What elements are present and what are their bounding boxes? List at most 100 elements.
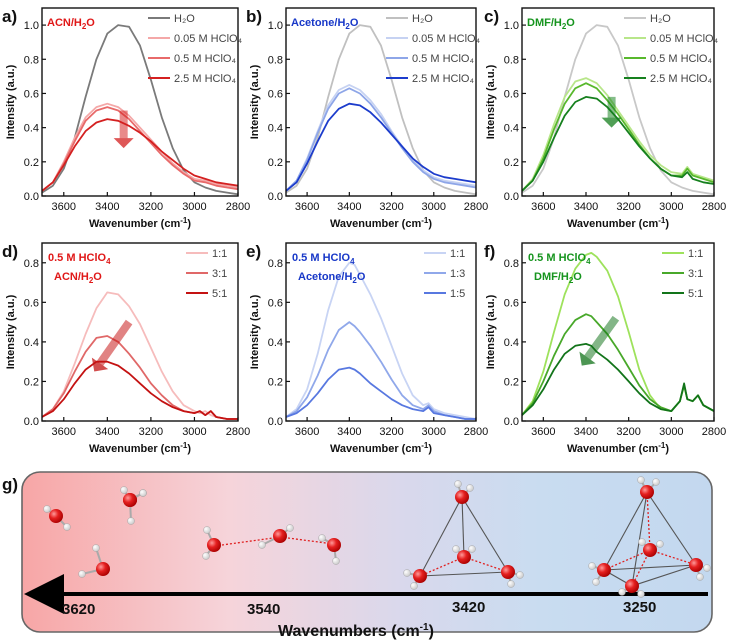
plot-frame <box>285 7 477 197</box>
y-axis-title: Intensity (a.u.) <box>249 294 261 369</box>
series-line-2 <box>285 87 477 192</box>
legend-label: H₂O <box>412 13 433 25</box>
hydrogen-atom <box>286 524 294 532</box>
x-tick-label: 2800 <box>702 426 726 438</box>
x-axis-title-close: ) <box>665 218 669 230</box>
hydrogen-atom <box>127 517 135 525</box>
g-axis-title-text: Wavenumbers (cm <box>278 623 420 640</box>
y-tick-label: 0.4 <box>268 123 283 135</box>
panel-title-sub: 2 <box>562 22 567 31</box>
x-axis-title-close: ) <box>428 443 432 455</box>
y-tick-label: 0.4 <box>24 123 39 135</box>
trend-arrow <box>91 319 133 372</box>
x-tick-label: 3400 <box>337 426 361 438</box>
y-axis-title: Intensity (a.u.) <box>5 294 17 369</box>
panel-title-text: ACN/H <box>47 17 82 29</box>
y-axis-title: Intensity (a.u.) <box>5 64 17 139</box>
legend-label: 0.05 M HClO₄ <box>174 33 243 45</box>
x-tick-label: 3200 <box>379 201 403 213</box>
series-line-0 <box>521 24 715 196</box>
series-line-2 <box>41 106 239 192</box>
legend-label: 0.05 M HClO₄ <box>412 33 481 45</box>
hydrogen-atom <box>652 478 660 486</box>
y-tick-label: 0.8 <box>24 54 39 66</box>
x-tick-label: 3000 <box>659 426 683 438</box>
panel-d: d) 3600 3400 3200 3000 2800 0.0 0.2 0.4 0.6 0.8 Wav… <box>2 242 250 455</box>
series-line-1 <box>285 321 476 420</box>
legend-label: 2.5 M HClO₄ <box>650 73 712 85</box>
y-tick-label: 0.0 <box>504 191 519 203</box>
panel-e: e) 3600 3400 3200 3000 2800 0.0 0.2 0.4 0.6 0.8 Wav… <box>246 242 488 455</box>
x-axis-title-close: ) <box>187 218 191 230</box>
y-tick-label: 0.8 <box>24 258 39 270</box>
series-line-1 <box>521 77 715 192</box>
y-tick-label: 0.2 <box>268 157 283 169</box>
hydrogen-atom <box>592 578 600 586</box>
x-axis-title: Wavenumber (cm-1) <box>330 441 432 455</box>
x-axis-title-close: ) <box>428 218 432 230</box>
panel-title-sub: 2 <box>569 276 574 285</box>
cluster-edge <box>603 491 648 571</box>
water-cluster-illustrations <box>43 476 711 598</box>
y-tick-label: 0.0 <box>268 416 283 428</box>
y-tick-label: 0.0 <box>24 191 39 203</box>
y-tick-label: 0.4 <box>24 337 39 349</box>
x-tick-label: 3600 <box>295 426 319 438</box>
x-tick-label: 3400 <box>95 426 119 438</box>
series-line-3 <box>285 102 477 192</box>
panel-title-sub: 4 <box>106 257 111 266</box>
legend-label: H₂O <box>650 13 671 25</box>
x-axis-title: Wavenumber (cm-1) <box>89 216 191 230</box>
y-axis-title: Intensity (a.u.) <box>485 294 497 369</box>
x-tick-label: 3400 <box>574 201 598 213</box>
x-tick-label: 2800 <box>702 201 726 213</box>
y-tick-label: 0.2 <box>268 376 283 388</box>
oxygen-atom <box>96 562 110 576</box>
x-tick-label: 3400 <box>337 201 361 213</box>
trend-arrow-shaft <box>119 110 128 140</box>
panel-title-text-end: O <box>86 17 95 29</box>
panel-letter: e) <box>246 242 261 261</box>
hydrogen-atom <box>202 552 210 560</box>
y-tick-label: 0.6 <box>268 88 283 100</box>
x-tick-label: 3400 <box>574 426 598 438</box>
plot-frame <box>285 242 477 422</box>
y-tick-label: 0.6 <box>504 297 519 309</box>
oxygen-atom <box>501 565 515 579</box>
x-tick-label: 3000 <box>422 201 446 213</box>
panel-title-line: ACN/H2O <box>47 17 95 31</box>
y-tick-label: 0.2 <box>24 157 39 169</box>
panel-title-text: Acetone/H <box>291 17 345 29</box>
panel-title-sub: 2 <box>82 22 87 31</box>
panel-title-sub: 2 <box>89 276 94 285</box>
x-tick-label: 3000 <box>422 426 446 438</box>
panel-title-text: Acetone/H <box>298 271 352 283</box>
cluster-edge <box>603 564 697 571</box>
x-tick-label: 3600 <box>531 426 555 438</box>
legend-label: 2.5 M HClO₄ <box>174 73 236 85</box>
panel-title-line: Acetone/H2O <box>298 271 366 285</box>
panel-title-text-end: O <box>350 17 359 29</box>
cluster-edge <box>419 496 463 577</box>
hydrogen-atom <box>452 545 460 553</box>
hydrogen-atom <box>618 588 626 596</box>
legend-label: 1:5 <box>450 288 465 300</box>
cluster-edge <box>419 571 509 577</box>
hydrogen-atom <box>656 540 664 548</box>
x-tick-label: 3600 <box>52 201 76 213</box>
panel-title-line: Acetone/H2O <box>291 17 359 31</box>
x-axis-title: Wavenumber (cm-1) <box>567 216 669 230</box>
series-line-3 <box>521 96 715 192</box>
oxygen-atom <box>689 558 703 572</box>
hydrogen-atom <box>43 505 51 513</box>
trend-arrow-head <box>91 357 109 372</box>
legend-label: 5:1 <box>212 288 227 300</box>
panel-letter: a) <box>2 7 17 26</box>
hydrogen-atom <box>696 573 704 581</box>
y-tick-label: 0.8 <box>268 54 283 66</box>
y-tick-label: 0.6 <box>504 88 519 100</box>
hydrogen-atom <box>139 489 147 497</box>
panel-letter: d) <box>2 242 18 261</box>
hydrogen-atom <box>637 590 645 598</box>
